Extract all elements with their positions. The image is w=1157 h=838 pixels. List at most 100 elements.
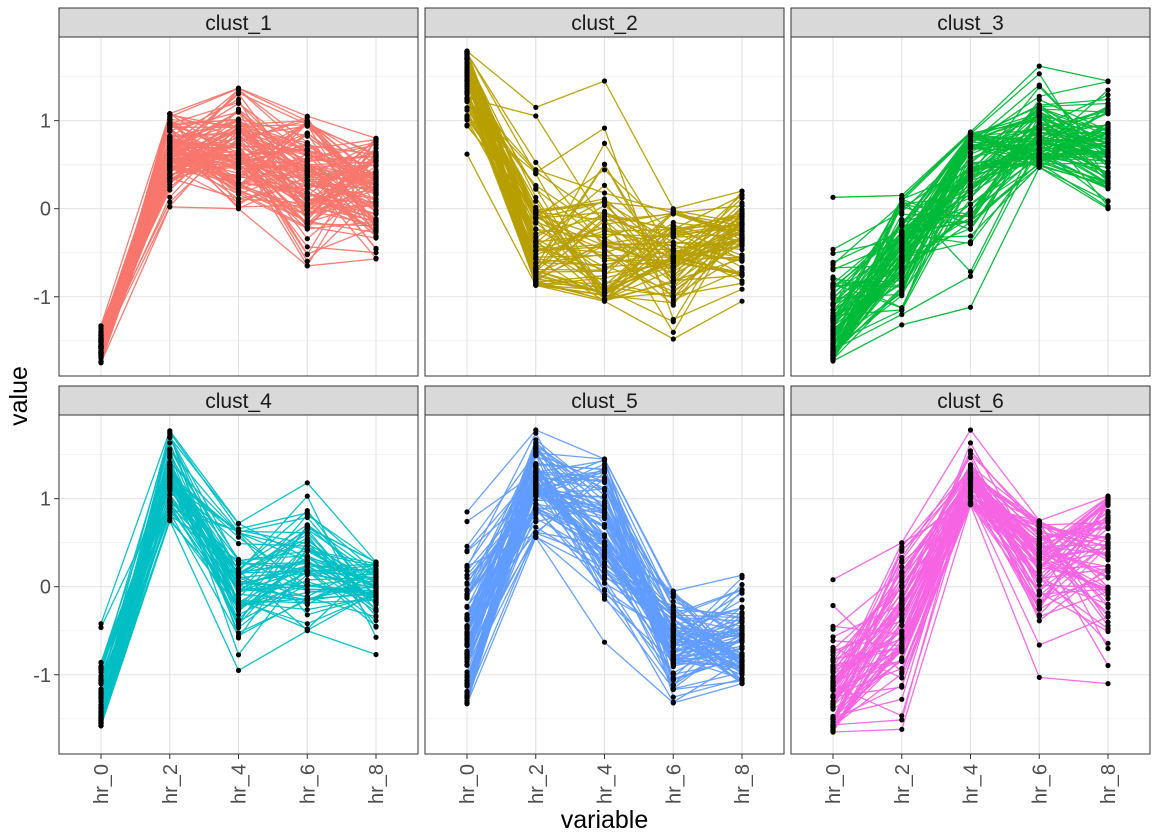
data-point <box>464 564 470 571</box>
data-point <box>464 581 470 587</box>
data-point <box>235 196 242 202</box>
data-point <box>373 183 379 189</box>
data-point <box>235 528 242 534</box>
y-tick-label: -1 <box>33 665 51 687</box>
facet-clust-2: clust_2 <box>424 7 785 377</box>
data-point <box>1105 96 1111 103</box>
data-point <box>464 509 470 515</box>
data-point <box>739 626 745 632</box>
data-point <box>235 622 242 628</box>
data-point <box>830 320 836 326</box>
y-tick-label: 0 <box>40 577 51 599</box>
data-point <box>899 205 905 211</box>
data-point <box>98 680 104 686</box>
x-tick-label: hr_4 <box>961 764 983 804</box>
data-point <box>899 286 905 292</box>
data-point <box>167 111 173 117</box>
data-point <box>533 530 539 536</box>
facet-clust-1: clust_1 -1 0 1 <box>33 7 419 377</box>
data-point <box>739 195 745 201</box>
data-point <box>899 557 905 564</box>
data-point <box>235 87 242 93</box>
data-point <box>830 652 836 658</box>
data-point <box>373 220 379 226</box>
data-point <box>167 117 173 123</box>
data-point <box>373 152 379 158</box>
data-point <box>1105 508 1111 514</box>
y-axis-title: value <box>5 366 33 426</box>
data-point <box>98 359 104 365</box>
data-point <box>533 430 539 436</box>
y-tick-label: 1 <box>40 111 51 133</box>
data-point <box>1105 645 1111 652</box>
series-points <box>98 85 379 366</box>
data-point <box>830 250 836 256</box>
data-point <box>533 198 539 204</box>
data-point <box>1036 606 1042 612</box>
data-point <box>739 233 745 240</box>
x-tick-label: hr_2 <box>892 764 914 804</box>
data-point <box>967 206 974 212</box>
data-point <box>967 269 974 275</box>
x-tick-label: hr_8 <box>1098 764 1120 804</box>
data-point <box>739 575 745 581</box>
data-point <box>670 594 676 600</box>
data-point <box>304 169 310 175</box>
data-point <box>533 248 539 254</box>
data-point <box>739 203 745 209</box>
data-point <box>1036 614 1042 620</box>
data-point <box>739 669 745 675</box>
data-point <box>967 448 974 454</box>
data-point <box>1105 165 1111 171</box>
data-point <box>533 215 539 222</box>
data-point <box>1105 140 1111 146</box>
data-point <box>899 211 905 217</box>
data-point <box>830 662 836 668</box>
data-point <box>739 280 745 286</box>
data-point <box>373 196 379 202</box>
data-point <box>235 556 242 563</box>
data-point <box>167 145 173 151</box>
data-point <box>830 667 836 673</box>
data-point <box>235 606 242 612</box>
data-point <box>967 170 974 176</box>
data-point <box>1036 71 1042 77</box>
x-tick-label: hr_4 <box>229 764 251 804</box>
data-point <box>373 606 379 612</box>
data-point <box>967 218 974 224</box>
data-point <box>601 190 608 196</box>
data-point <box>830 246 836 252</box>
data-point <box>304 152 310 158</box>
data-point <box>899 713 905 719</box>
data-point <box>235 109 242 115</box>
data-point <box>830 694 836 700</box>
data-point <box>167 459 173 465</box>
data-point <box>830 316 836 322</box>
data-point <box>464 615 470 622</box>
data-point <box>304 524 310 530</box>
data-point <box>739 645 745 651</box>
data-point <box>304 214 310 220</box>
data-point <box>830 723 836 729</box>
data-point <box>601 550 608 556</box>
data-point <box>899 657 905 663</box>
data-point <box>967 177 974 183</box>
data-point <box>739 258 745 264</box>
data-point <box>670 284 676 291</box>
data-point <box>670 604 676 610</box>
data-point <box>98 689 104 696</box>
data-point <box>670 254 676 260</box>
data-point <box>373 585 379 591</box>
series-points <box>98 428 379 729</box>
data-point <box>235 118 242 124</box>
data-point <box>739 614 745 621</box>
data-point <box>464 96 470 102</box>
data-point <box>1036 567 1042 574</box>
data-point <box>533 452 539 458</box>
data-point <box>304 236 310 242</box>
data-point <box>304 607 310 613</box>
data-point <box>601 255 608 261</box>
data-point <box>235 134 242 140</box>
data-point <box>98 698 104 704</box>
